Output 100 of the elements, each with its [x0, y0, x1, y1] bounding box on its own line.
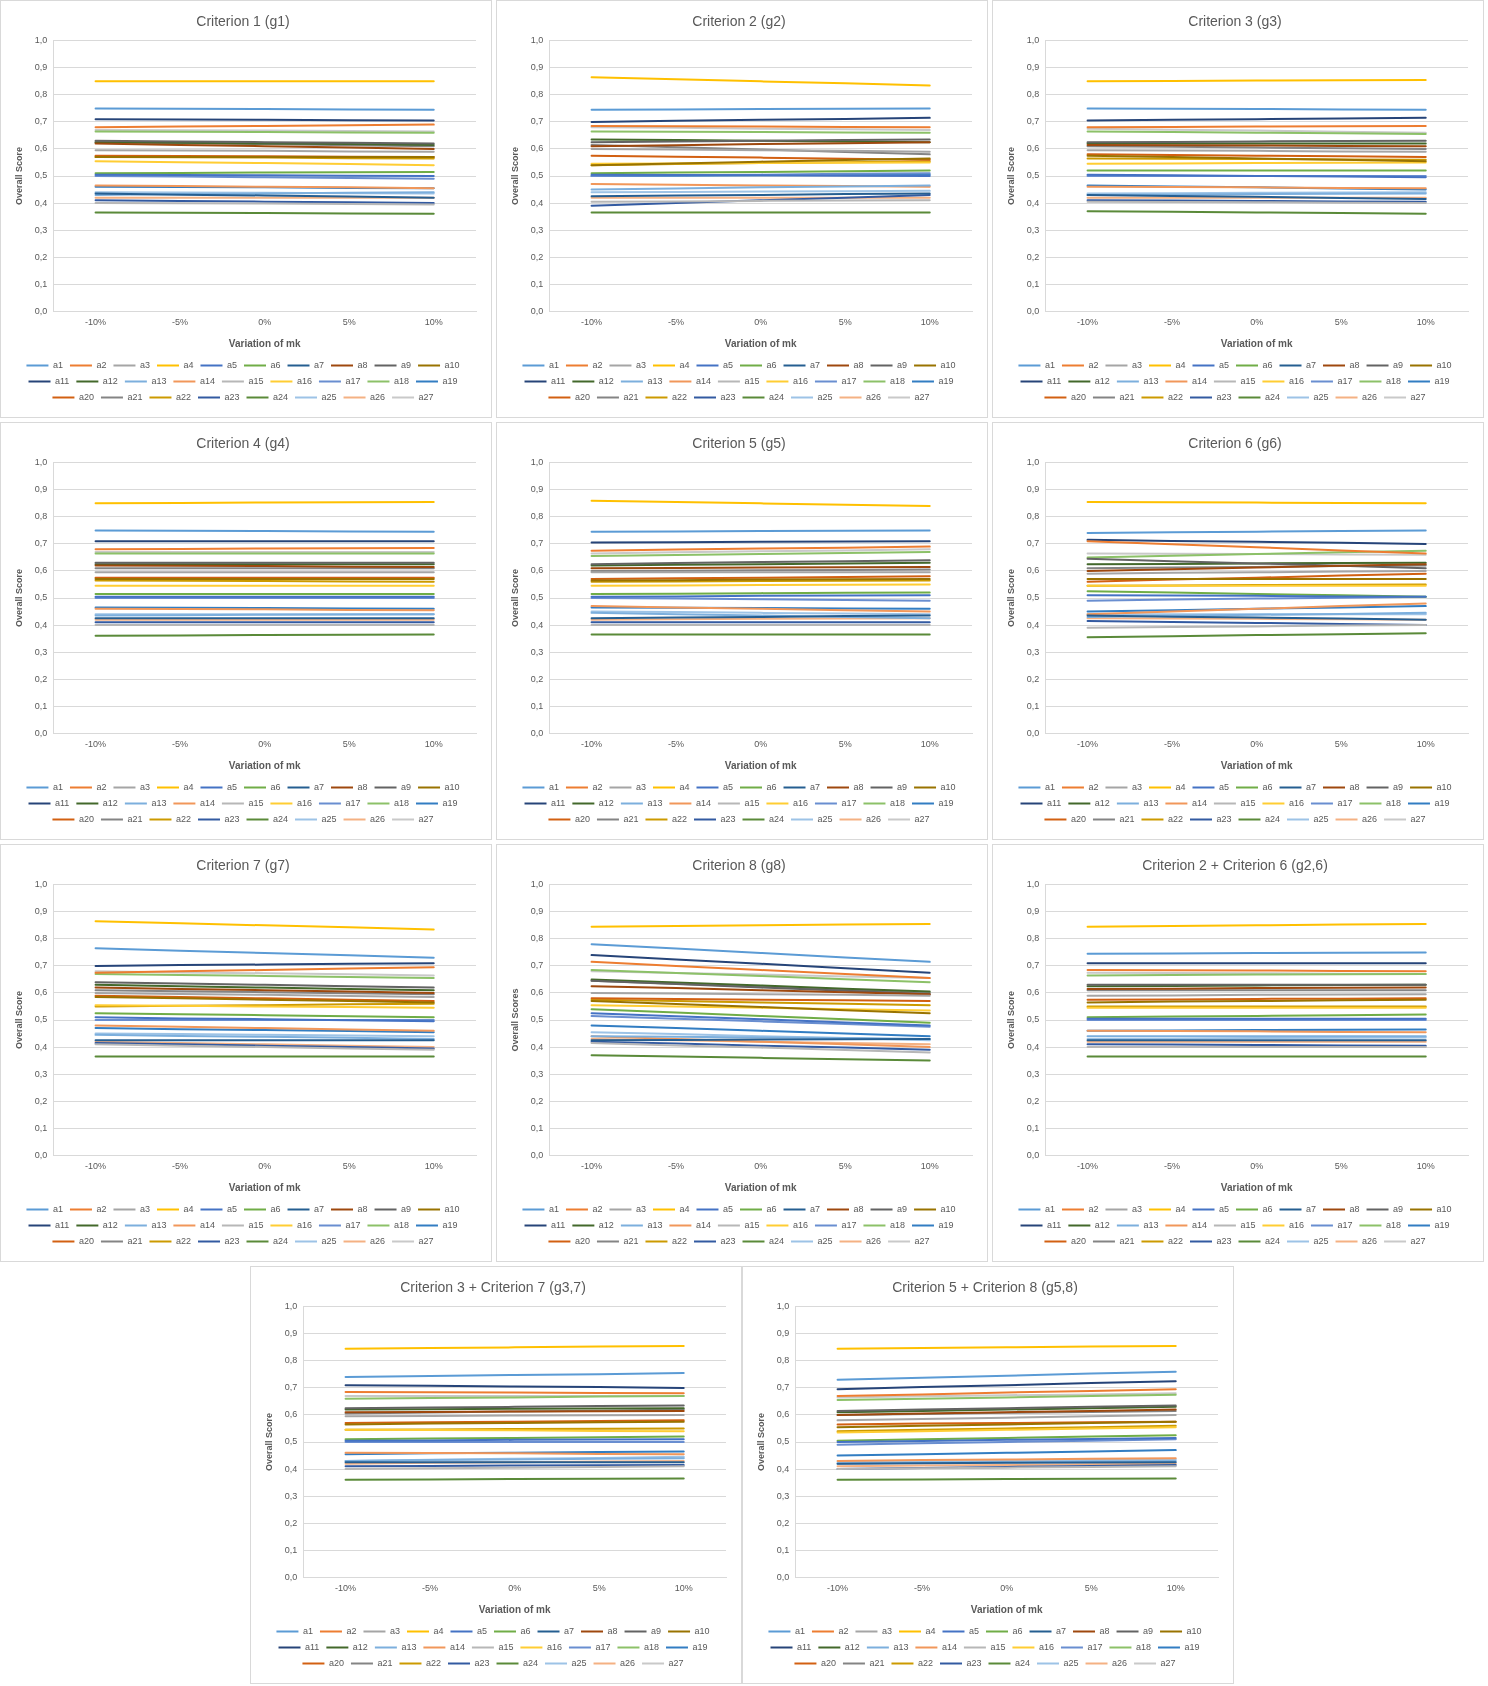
- y-tick-label: 0,8: [1026, 89, 1040, 100]
- y-tick-label: 0,8: [1026, 933, 1040, 944]
- y-axis-title: Overall Score: [263, 1412, 274, 1472]
- y-tick-label: 0,3: [530, 224, 544, 235]
- legend-label: a9: [651, 1625, 662, 1636]
- x-tick-label: 5%: [1334, 1161, 1348, 1172]
- legend-label: a24: [273, 813, 289, 824]
- legend-label: a11: [551, 375, 566, 386]
- legend-label: a11: [1047, 1219, 1062, 1230]
- y-tick-label: 0,2: [530, 1095, 544, 1106]
- y-axis-title: Overall Score: [1005, 990, 1016, 1050]
- legend-label: a27: [914, 813, 930, 824]
- x-axis-title: Variation of mk: [478, 1603, 551, 1615]
- legend-label: a15: [498, 1641, 514, 1652]
- legend-label: a22: [1167, 1235, 1183, 1246]
- legend-label: a8: [1349, 781, 1360, 792]
- legend-label: a19: [1434, 1219, 1450, 1230]
- legend-label: a12: [102, 1219, 118, 1230]
- x-tick-label: -10%: [581, 739, 603, 750]
- legend-label: a4: [1175, 1203, 1186, 1214]
- legend-label: a20: [1070, 391, 1086, 402]
- legend-label: a17: [1087, 1641, 1103, 1652]
- legend-label: a18: [889, 797, 905, 808]
- x-tick-label: -10%: [1077, 739, 1099, 750]
- chart-title: Criterion 4 (g4): [196, 435, 290, 452]
- y-tick-label: 0,2: [776, 1517, 790, 1528]
- y-tick-label: 0,5: [34, 170, 48, 181]
- y-tick-label: 0,1: [1026, 278, 1040, 289]
- legend-label: a8: [357, 781, 368, 792]
- y-tick-label: 0,1: [34, 700, 48, 711]
- y-tick-label: 0,6: [530, 143, 544, 154]
- legend-label: a4: [183, 359, 194, 370]
- legend-label: a12: [598, 1219, 614, 1230]
- legend-label: a3: [139, 359, 150, 370]
- legend-label: a23: [720, 1235, 736, 1246]
- x-tick-label: 10%: [1416, 739, 1435, 750]
- legend-label: a19: [1434, 375, 1450, 386]
- legend-label: a1: [548, 1203, 559, 1214]
- y-tick-label: 0,4: [1026, 197, 1040, 208]
- legend-label: a16: [296, 797, 312, 808]
- y-tick-label: 1,0: [34, 879, 48, 890]
- legend-label: a1: [52, 781, 63, 792]
- x-tick-label: -5%: [668, 317, 685, 328]
- legend-label: a19: [938, 375, 954, 386]
- legend-label: a20: [1070, 813, 1086, 824]
- legend-label: a16: [1288, 375, 1304, 386]
- chart-title: Criterion 5 + Criterion 8 (g5,8): [892, 1279, 1078, 1296]
- y-tick-label: 0,8: [530, 511, 544, 522]
- legend-label: a13: [401, 1641, 417, 1652]
- y-tick-label: 0,6: [530, 987, 544, 998]
- legend-label: a25: [321, 391, 337, 402]
- legend-label: a4: [1175, 781, 1186, 792]
- x-tick-label: -5%: [914, 1583, 931, 1594]
- x-tick-label: 0%: [754, 317, 768, 328]
- legend-label: a24: [769, 1235, 785, 1246]
- chart-title: Criterion 8 (g8): [692, 857, 786, 874]
- y-tick-label: 0,3: [1026, 224, 1040, 235]
- legend-label: a12: [352, 1641, 368, 1652]
- x-axis-title: Variation of mk: [724, 337, 797, 349]
- legend-label: a14: [1191, 1219, 1207, 1230]
- legend-label: a14: [695, 1219, 711, 1230]
- legend-label: a5: [1218, 781, 1229, 792]
- x-tick-label: 5%: [342, 1161, 356, 1172]
- y-tick-label: 0,5: [530, 1014, 544, 1025]
- y-tick-label: 1,0: [1026, 35, 1040, 46]
- x-tick-label: 10%: [424, 1161, 443, 1172]
- legend-label: a17: [345, 375, 361, 386]
- legend-label: a10: [940, 359, 956, 370]
- legend-label: a4: [925, 1625, 936, 1636]
- y-tick-label: 0,7: [1026, 538, 1040, 549]
- y-tick-label: 1,0: [530, 879, 544, 890]
- y-tick-label: 0,4: [34, 197, 48, 208]
- y-axis-title: Overall Score: [509, 146, 520, 206]
- y-tick-label: 0,8: [776, 1355, 790, 1366]
- legend-label: a13: [151, 797, 167, 808]
- legend-label: a26: [1362, 1235, 1378, 1246]
- legend-label: a10: [444, 781, 460, 792]
- y-axis-title: Overall Score: [13, 568, 24, 628]
- y-tick-label: 0,7: [284, 1382, 298, 1393]
- y-tick-label: 0,0: [530, 1149, 544, 1160]
- y-tick-label: 0,8: [1026, 511, 1040, 522]
- x-tick-label: 0%: [258, 1161, 272, 1172]
- legend-label: a7: [314, 1203, 325, 1214]
- legend-label: a19: [442, 797, 458, 808]
- y-tick-label: 0,0: [34, 1149, 48, 1160]
- legend-label: a5: [226, 781, 237, 792]
- legend-label: a14: [199, 375, 215, 386]
- legend-label: a24: [769, 391, 785, 402]
- legend-label: a23: [720, 391, 736, 402]
- legend-label: a1: [1044, 781, 1055, 792]
- legend-label: a23: [224, 1235, 240, 1246]
- x-tick-label: -5%: [172, 317, 189, 328]
- y-tick-label: 0,3: [1026, 646, 1040, 657]
- y-tick-label: 0,2: [1026, 251, 1040, 262]
- legend-label: a9: [1393, 359, 1404, 370]
- y-axis-title: Overall Score: [1005, 568, 1016, 628]
- legend-label: a15: [744, 1219, 760, 1230]
- legend-label: a21: [1119, 813, 1135, 824]
- legend-label: a23: [720, 813, 736, 824]
- legend-label: a13: [647, 375, 663, 386]
